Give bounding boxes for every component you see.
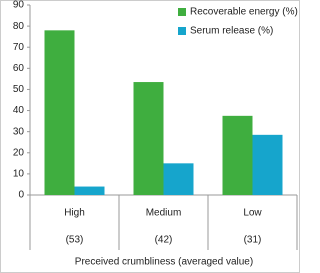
x-tick-label: Low (243, 208, 262, 219)
y-tick-label: 70 (13, 42, 25, 53)
y-tick-label: 40 (13, 105, 25, 116)
y-tick-label: 0 (18, 190, 24, 201)
bar (252, 134, 283, 195)
bar (44, 30, 75, 196)
y-tick-label: 10 (13, 169, 25, 180)
chart: Preceived crumbliness (averaged value) 0… (0, 0, 300, 273)
bar (163, 163, 194, 195)
legend-label: Recoverable energy (%) (190, 7, 298, 18)
y-tick-label: 30 (13, 126, 25, 137)
x-tick-note: (42) (155, 235, 173, 246)
bar (74, 186, 105, 195)
bar (133, 82, 164, 195)
y-tick-label: 60 (13, 63, 25, 74)
x-tick-label: Medium (146, 208, 182, 219)
y-tick-label: 90 (13, 0, 25, 11)
legend-swatch (178, 27, 186, 35)
y-tick-label: 50 (13, 84, 25, 95)
y-tick-label: 80 (13, 21, 25, 32)
y-tick-label: 20 (13, 147, 25, 158)
x-tick-label: High (64, 208, 85, 219)
x-tick-note: (31) (244, 235, 262, 246)
bar (222, 115, 253, 195)
x-axis-label: Preceived crumbliness (averaged value) (75, 257, 253, 268)
x-tick-note: (53) (66, 235, 84, 246)
legend-label: Serum release (%) (190, 26, 273, 37)
legend-swatch (178, 8, 186, 16)
